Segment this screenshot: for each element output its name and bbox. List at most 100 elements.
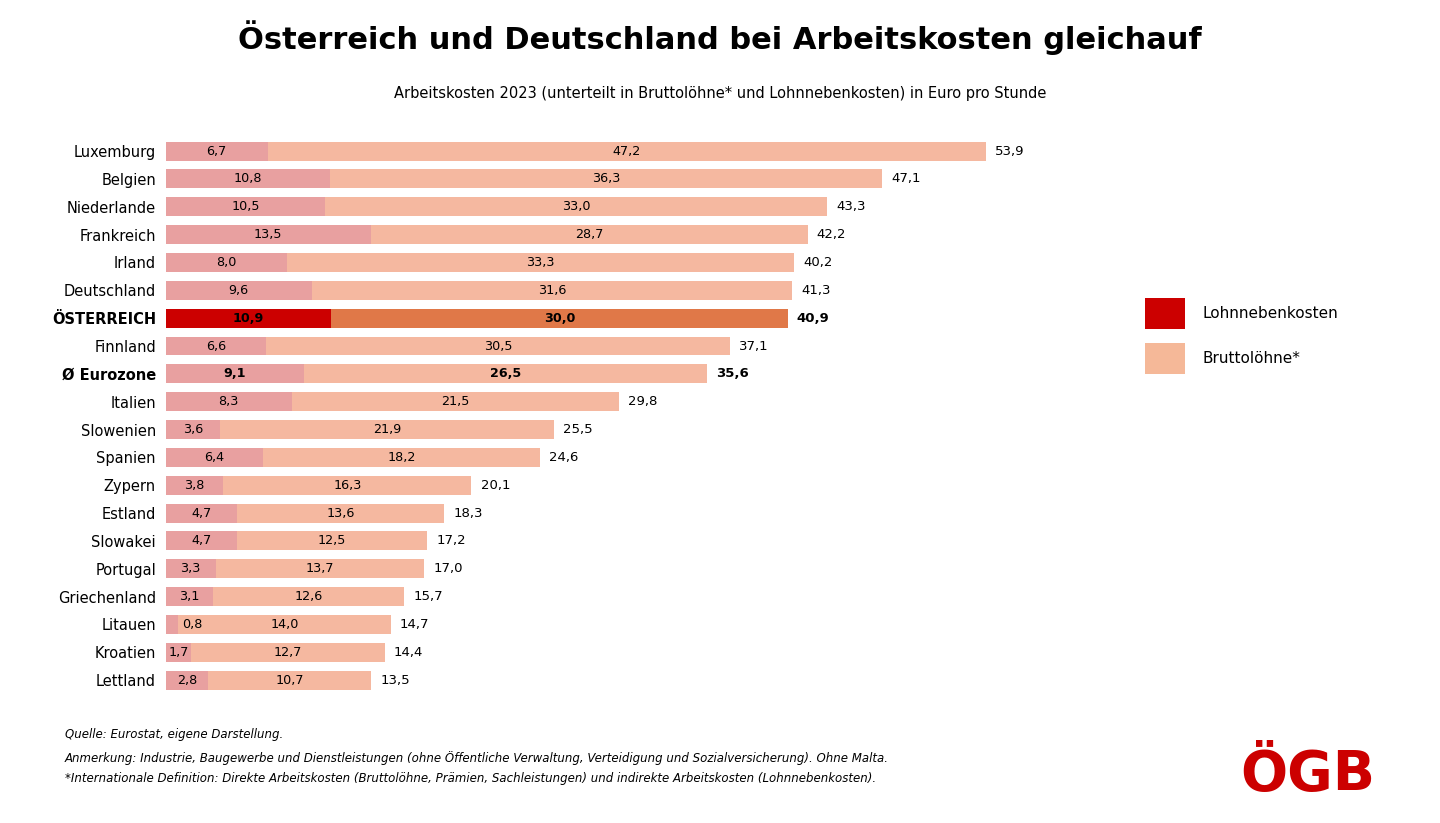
Text: 6,6: 6,6 <box>206 340 226 352</box>
Text: 14,7: 14,7 <box>400 618 429 631</box>
Bar <box>292 393 619 412</box>
Text: 47,1: 47,1 <box>891 173 920 185</box>
Text: 4,7: 4,7 <box>192 534 212 547</box>
Bar <box>223 476 471 495</box>
Bar <box>166 671 209 690</box>
Text: 2,8: 2,8 <box>177 673 197 686</box>
Bar <box>166 337 266 356</box>
Text: 12,7: 12,7 <box>274 646 302 658</box>
Text: 47,2: 47,2 <box>612 145 641 158</box>
Bar <box>166 170 330 188</box>
Bar <box>311 281 792 300</box>
Text: 24,6: 24,6 <box>549 451 579 464</box>
Text: 33,3: 33,3 <box>527 256 554 269</box>
Text: 10,7: 10,7 <box>275 673 304 686</box>
Bar <box>166 226 372 244</box>
Bar <box>166 198 325 216</box>
Text: 16,3: 16,3 <box>333 479 361 491</box>
Text: 31,6: 31,6 <box>537 284 566 297</box>
Text: 33,0: 33,0 <box>562 200 590 213</box>
Text: 3,3: 3,3 <box>180 562 202 575</box>
Text: 9,6: 9,6 <box>229 284 249 297</box>
Bar <box>266 337 730 356</box>
Bar <box>304 365 707 384</box>
Bar <box>372 226 808 244</box>
Text: 43,3: 43,3 <box>837 200 865 213</box>
Bar <box>166 504 238 523</box>
Bar <box>325 198 828 216</box>
Text: 17,2: 17,2 <box>436 534 467 547</box>
Text: 0,8: 0,8 <box>183 618 203 631</box>
Bar <box>209 671 372 690</box>
Text: 17,0: 17,0 <box>433 562 462 575</box>
Text: 4,7: 4,7 <box>192 507 212 519</box>
Bar <box>166 309 331 328</box>
Text: 12,6: 12,6 <box>294 590 323 603</box>
Bar <box>166 560 216 579</box>
Bar <box>166 476 223 495</box>
Text: 37,1: 37,1 <box>739 340 769 352</box>
Text: Bruttolöhne*: Bruttolöhne* <box>1202 351 1300 366</box>
Text: 6,7: 6,7 <box>206 145 226 158</box>
Text: 53,9: 53,9 <box>995 145 1024 158</box>
Text: 13,5: 13,5 <box>253 228 282 241</box>
Text: 30,0: 30,0 <box>544 312 576 324</box>
Text: 18,3: 18,3 <box>454 507 482 519</box>
Bar <box>238 504 444 523</box>
Bar <box>166 448 264 467</box>
Bar <box>166 365 304 384</box>
Text: 3,8: 3,8 <box>184 479 204 491</box>
Bar <box>192 643 384 662</box>
Bar <box>268 142 985 160</box>
Text: Anmerkung: Industrie, Baugewerbe und Dienstleistungen (ohne Öffentliche Verwaltu: Anmerkung: Industrie, Baugewerbe und Die… <box>65 751 888 765</box>
Text: 10,5: 10,5 <box>232 200 259 213</box>
Text: 9,1: 9,1 <box>223 367 246 380</box>
Text: 18,2: 18,2 <box>387 451 416 464</box>
Text: 40,9: 40,9 <box>796 312 829 324</box>
Bar <box>288 253 793 272</box>
Text: 13,5: 13,5 <box>380 673 410 686</box>
Text: 14,0: 14,0 <box>271 618 298 631</box>
Text: 21,5: 21,5 <box>441 395 469 408</box>
Bar <box>177 615 390 634</box>
Bar <box>213 587 405 606</box>
Bar <box>166 643 192 662</box>
Text: 3,1: 3,1 <box>179 590 199 603</box>
Bar <box>166 393 292 412</box>
Bar <box>331 309 788 328</box>
Text: 14,4: 14,4 <box>393 646 423 658</box>
Text: 25,5: 25,5 <box>563 423 592 436</box>
Text: 1,7: 1,7 <box>168 646 189 658</box>
Text: 15,7: 15,7 <box>413 590 444 603</box>
Text: 13,7: 13,7 <box>305 562 334 575</box>
Text: 42,2: 42,2 <box>816 228 847 241</box>
Bar <box>166 253 288 272</box>
Bar <box>166 532 238 551</box>
Text: 29,8: 29,8 <box>628 395 658 408</box>
Bar <box>166 615 177 634</box>
Text: 10,8: 10,8 <box>233 173 262 185</box>
Text: 28,7: 28,7 <box>575 228 603 241</box>
Bar <box>216 560 425 579</box>
Text: Arbeitskosten 2023 (unterteilt in Bruttolöhne* und Lohnnebenkosten) in Euro pro : Arbeitskosten 2023 (unterteilt in Brutto… <box>393 86 1047 101</box>
Text: 30,5: 30,5 <box>484 340 513 352</box>
Text: 26,5: 26,5 <box>490 367 521 380</box>
Bar <box>166 587 213 606</box>
Bar <box>238 532 428 551</box>
Text: 36,3: 36,3 <box>592 173 621 185</box>
Text: *Internationale Definition: Direkte Arbeitskosten (Bruttolöhne, Prämien, Sachlei: *Internationale Definition: Direkte Arbe… <box>65 772 876 785</box>
Text: Quelle: Eurostat, eigene Darstellung.: Quelle: Eurostat, eigene Darstellung. <box>65 728 284 742</box>
Text: 21,9: 21,9 <box>373 423 402 436</box>
Bar <box>166 281 311 300</box>
Text: 8,0: 8,0 <box>216 256 236 269</box>
Text: 8,3: 8,3 <box>219 395 239 408</box>
Text: 10,9: 10,9 <box>233 312 264 324</box>
Bar <box>330 170 883 188</box>
Bar <box>166 420 220 439</box>
Text: 41,3: 41,3 <box>802 284 831 297</box>
Bar <box>220 420 553 439</box>
Bar <box>264 448 540 467</box>
Text: 6,4: 6,4 <box>204 451 225 464</box>
Bar <box>166 142 268 160</box>
Text: 13,6: 13,6 <box>327 507 354 519</box>
